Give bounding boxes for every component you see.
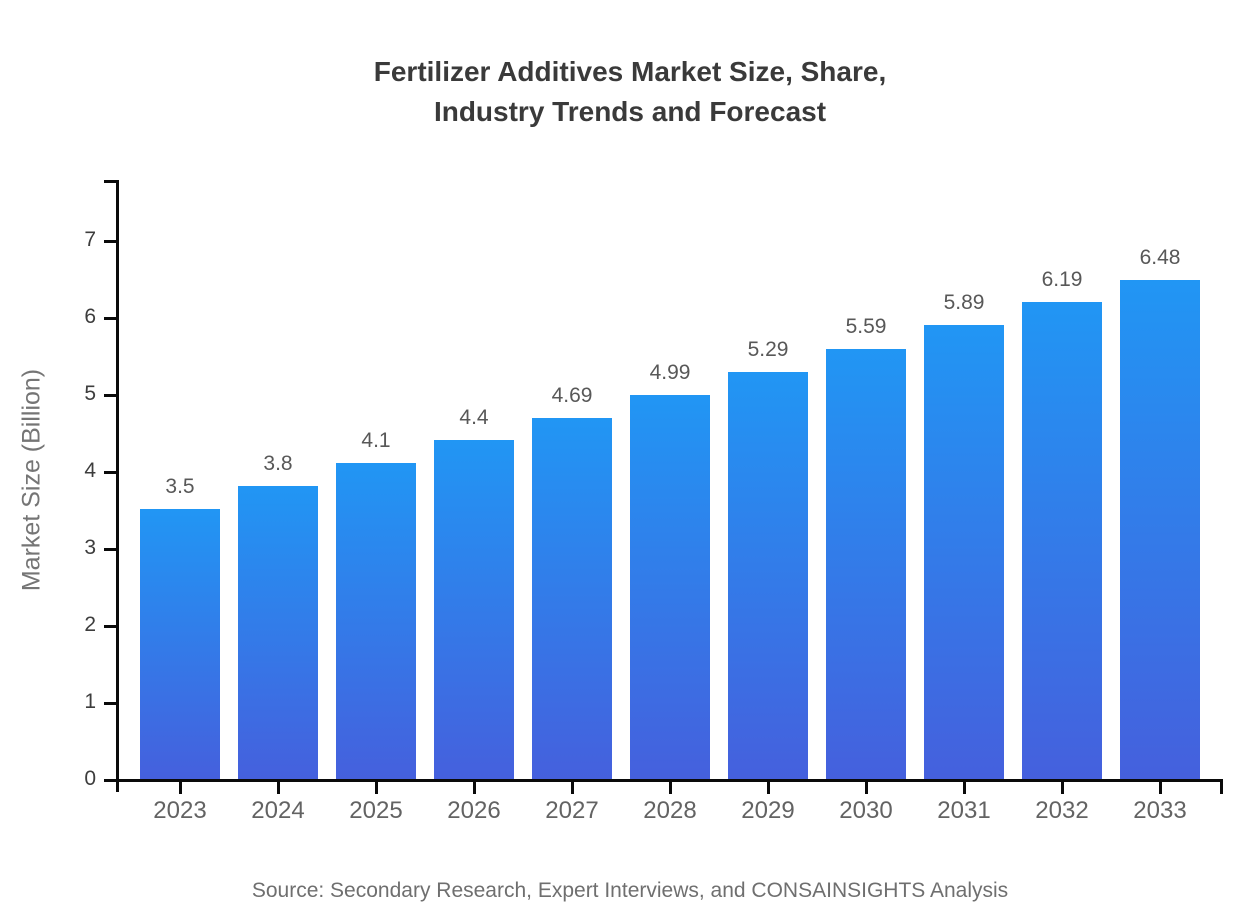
y-axis-tick-label: 1 bbox=[84, 690, 96, 713]
x-axis-tick-label: 2027 bbox=[545, 797, 599, 824]
x-axis-tick-label: 2023 bbox=[153, 797, 207, 824]
y-axis-title: Market Size (Billion) bbox=[17, 368, 46, 592]
x-axis-tick-label: 2031 bbox=[937, 797, 991, 824]
x-axis-tick bbox=[864, 782, 868, 794]
bar-value-label: 5.89 bbox=[943, 291, 985, 314]
y-axis-tick bbox=[104, 625, 117, 628]
bar bbox=[140, 509, 220, 779]
bar bbox=[434, 440, 514, 779]
bar-value-label: 4.4 bbox=[459, 406, 489, 429]
y-axis-tick-label: 3 bbox=[84, 536, 96, 559]
y-axis-tick-label: 0 bbox=[84, 767, 96, 790]
bar-value-label: 4.1 bbox=[361, 429, 391, 452]
bar-value-label: 5.59 bbox=[845, 315, 887, 338]
x-axis-endcap bbox=[1220, 779, 1223, 794]
bar bbox=[336, 463, 416, 779]
chart-title-line1: Fertilizer Additives Market Size, Share, bbox=[373, 56, 887, 87]
bar-value-label: 3.5 bbox=[165, 475, 195, 498]
chart-title: Fertilizer Additives Market Size, Share,… bbox=[0, 52, 1260, 132]
y-axis-tick bbox=[104, 394, 117, 397]
bar bbox=[1120, 280, 1200, 779]
x-axis-tick-label: 2032 bbox=[1035, 797, 1089, 824]
bar-value-label: 3.8 bbox=[263, 452, 293, 475]
y-axis-tick bbox=[104, 317, 117, 320]
x-axis-tick-label: 2030 bbox=[839, 797, 893, 824]
y-axis-tick bbox=[104, 779, 117, 782]
bar bbox=[630, 395, 710, 779]
bar bbox=[532, 418, 612, 779]
x-axis-tick-label: 2033 bbox=[1133, 797, 1187, 824]
x-axis-tick bbox=[1060, 782, 1064, 794]
x-axis-tick-label: 2024 bbox=[251, 797, 305, 824]
bar-value-label: 6.48 bbox=[1139, 246, 1181, 269]
y-axis-endcap bbox=[104, 180, 119, 183]
bar bbox=[728, 372, 808, 779]
y-axis-tick bbox=[104, 240, 117, 243]
y-axis-tick-label: 4 bbox=[84, 459, 96, 482]
bar-value-label: 4.69 bbox=[551, 384, 593, 407]
x-axis-tick bbox=[374, 782, 378, 794]
bar-value-label: 5.29 bbox=[747, 338, 789, 361]
x-axis-tick bbox=[570, 782, 574, 794]
y-axis-tick bbox=[104, 548, 117, 551]
x-axis-line bbox=[104, 779, 1223, 782]
x-axis-tick-label: 2025 bbox=[349, 797, 403, 824]
bar bbox=[238, 486, 318, 779]
x-axis-tick bbox=[472, 782, 476, 794]
y-axis-tick-label: 5 bbox=[84, 382, 96, 405]
x-axis-tick bbox=[766, 782, 770, 794]
bar-value-label: 4.99 bbox=[649, 361, 691, 384]
bar-value-label: 6.19 bbox=[1041, 268, 1083, 291]
chart-title-line2: Industry Trends and Forecast bbox=[433, 96, 827, 127]
bar bbox=[1022, 302, 1102, 779]
y-axis-tick-label: 6 bbox=[84, 305, 96, 328]
y-axis-line bbox=[116, 180, 119, 792]
x-axis-tick-label: 2026 bbox=[447, 797, 501, 824]
x-axis-tick bbox=[962, 782, 966, 794]
x-axis-tick bbox=[668, 782, 672, 794]
bar bbox=[924, 325, 1004, 779]
y-axis-tick-label: 7 bbox=[84, 228, 96, 251]
x-axis-tick bbox=[1158, 782, 1162, 794]
y-axis-tick bbox=[104, 702, 117, 705]
x-axis-tick-label: 2028 bbox=[643, 797, 697, 824]
y-axis-tick bbox=[104, 471, 117, 474]
x-axis-tick-label: 2029 bbox=[741, 797, 795, 824]
y-axis-tick-label: 2 bbox=[84, 613, 96, 636]
x-axis-tick bbox=[276, 782, 280, 794]
bar bbox=[826, 349, 906, 779]
x-axis-tick bbox=[178, 782, 182, 794]
source-note: Source: Secondary Research, Expert Inter… bbox=[251, 879, 1009, 902]
